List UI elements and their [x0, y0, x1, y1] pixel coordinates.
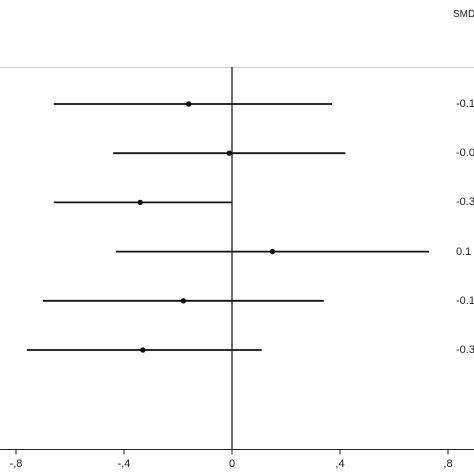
row-label-2: -0.0	[456, 147, 474, 160]
x-tick-label: -,4	[117, 458, 131, 470]
x-tick-label: 0	[228, 458, 236, 470]
point-estimate-3	[137, 199, 143, 206]
row-label-4: 0.1	[456, 245, 472, 258]
x-tick-label: ,8	[443, 458, 453, 470]
column-header-smd: SMD	[453, 9, 474, 20]
row-label-5: -0.1	[456, 294, 474, 307]
row-label-6: -0.3	[456, 344, 474, 356]
point-estimate-5	[180, 298, 187, 304]
row-label-1: -0.1	[456, 98, 474, 110]
point-estimate-4	[269, 248, 276, 255]
x-tick-label: -,8	[9, 458, 23, 470]
row-label-3: -0.3	[456, 196, 474, 209]
point-estimate-6	[140, 347, 146, 353]
point-estimate-1	[186, 101, 192, 107]
x-axis-ticks	[15, 449, 449, 455]
x-tick-label: ,4	[335, 458, 345, 470]
point-estimate-2	[226, 150, 232, 156]
forest-rows	[26, 101, 430, 353]
